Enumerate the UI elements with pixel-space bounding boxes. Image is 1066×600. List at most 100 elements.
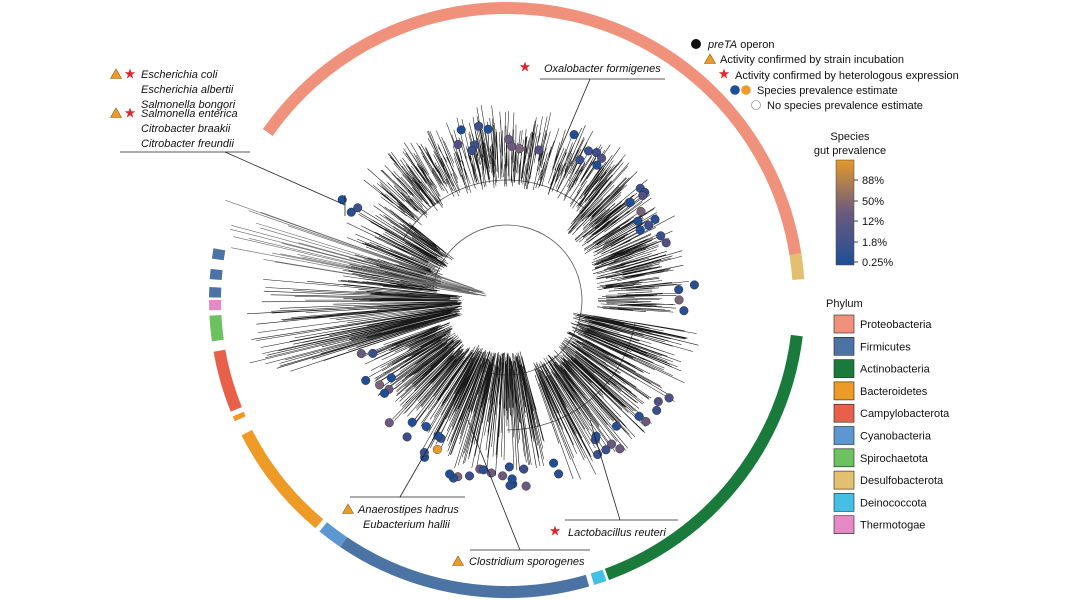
- prevalence-dot: [445, 469, 455, 479]
- phylum-label: Proteobacteria: [860, 319, 932, 331]
- prevalence-dot: [456, 125, 466, 135]
- phylum-label: Desulfobacterota: [860, 475, 944, 487]
- heterologous-expression-icon: [519, 61, 531, 72]
- prevalence-dot: [679, 306, 689, 316]
- lactobacillus-callout: Lactobacillus reuteri: [549, 525, 666, 539]
- phylum-ring-segment: [232, 411, 246, 422]
- enterics-callout: Escherichia coli Escherichia albertii Sa…: [110, 68, 238, 150]
- colorbar-tick: 50%: [862, 196, 884, 208]
- prevalence-dot: [402, 432, 412, 442]
- prevalence-dot: [504, 134, 514, 144]
- strain-incubation-icon: [452, 555, 464, 566]
- prevalence-dot: [554, 469, 564, 479]
- prevalence-dot: [483, 124, 493, 134]
- phylum-label: Campylobacterota: [860, 408, 950, 420]
- species-label: Escherichia albertii: [141, 84, 234, 96]
- prevalence-dot: [421, 422, 431, 432]
- colorbar-tick: 88%: [862, 175, 884, 187]
- colorbar-gradient: [835, 159, 855, 266]
- prevalence-dot: [636, 206, 646, 216]
- oxalobacter-callout: Oxalobacter formigenes: [519, 61, 661, 75]
- prevalence-dot: [407, 417, 417, 427]
- prevalence-dot: [507, 141, 517, 151]
- prevalence-dot: [467, 145, 477, 155]
- colorbar-title-line2: gut prevalence: [814, 145, 886, 157]
- prevalence-dot: [638, 190, 648, 200]
- prevalence-colorbar: Species gut prevalence 88% 50% 12% 1.8% …: [814, 131, 893, 269]
- prevalence-dot: [368, 348, 378, 358]
- prevalence-dot: [504, 462, 514, 472]
- phylum-label: Cyanobacteria: [860, 431, 932, 443]
- strain-incubation-icon: [110, 68, 122, 79]
- prevalence-dot: [689, 280, 699, 290]
- phylum-swatch: [833, 381, 855, 401]
- prevalence-dot: [592, 160, 602, 170]
- prevalence-dot: [625, 197, 635, 207]
- phylum-legend-title: Phylum: [826, 298, 863, 310]
- phylum-swatch: [833, 403, 855, 423]
- phylum-ring-segment: [590, 569, 607, 585]
- prevalence-dot: [361, 375, 371, 385]
- prevalence-high-icon: [741, 85, 751, 95]
- phylum-label: Firmicutes: [860, 341, 911, 353]
- prevalence-dot: [661, 238, 671, 248]
- phylum-ring-segment: [262, 1, 802, 256]
- prevalence-dot: [575, 155, 585, 165]
- prevalence-dot: [356, 349, 366, 359]
- legend-operon-label: preTA operon: [707, 39, 774, 51]
- preta-operon-icon: [691, 39, 701, 49]
- prevalence-dot: [453, 139, 463, 149]
- prevalence-dot: [674, 295, 684, 305]
- prevalence-dot: [519, 464, 529, 474]
- phylum-ring-segment: [604, 334, 803, 581]
- prevalence-dot: [635, 225, 645, 235]
- phylum-swatch: [833, 336, 855, 356]
- phylum-label: Deinococcota: [860, 497, 928, 509]
- phylum-ring-segment: [209, 314, 224, 342]
- species-label: Salmonella enterica: [141, 108, 238, 120]
- prevalence-dot: [498, 471, 508, 481]
- prevalence-dot: [380, 388, 390, 398]
- prevalence-dot: [650, 214, 660, 224]
- prevalence-dot: [384, 418, 394, 428]
- prevalence-dots: [337, 121, 699, 491]
- phylum-swatch: [833, 493, 855, 512]
- phylum-ring-segment: [209, 268, 223, 281]
- prevalence-dot: [474, 121, 484, 131]
- prevalence-dot: [664, 393, 674, 403]
- species-label: Clostridium sporogenes: [469, 556, 585, 568]
- colorbar-tick: 1.8%: [862, 237, 887, 249]
- prevalence-dot: [432, 445, 442, 455]
- strain-incubation-icon: [110, 107, 122, 118]
- prevalence-dot: [633, 216, 643, 226]
- prevalence-dot: [612, 421, 622, 431]
- prevalence-dot: [534, 145, 544, 155]
- phylum-swatch: [833, 359, 855, 378]
- heterologous-expression-icon: [718, 68, 730, 79]
- phylum-label: Thermotogae: [860, 520, 925, 532]
- no-prevalence-icon: [751, 100, 761, 110]
- species-label: Citrobacter freundii: [141, 138, 234, 150]
- marker-legend: preTA operon Activity confirmed by strai…: [691, 39, 959, 112]
- prevalence-dot: [607, 439, 617, 449]
- phylum-legend: Phylum Proteobacteria Firmicutes Actinobac…: [826, 298, 950, 535]
- prevalence-dot: [353, 203, 363, 213]
- prevalence-dot: [569, 130, 579, 140]
- species-label: Anaerostipes hadrus: [357, 504, 459, 516]
- heterologous-expression-icon: [549, 525, 561, 536]
- prevalence-dot: [386, 373, 396, 383]
- legend-no-prevalence-label: No species prevalence estimate: [767, 100, 923, 112]
- prevalence-dot: [584, 146, 594, 156]
- phylum-label: Spirochaetota: [860, 453, 929, 465]
- phylum-ring: [209, 1, 805, 599]
- callout-lines: [120, 78, 678, 551]
- prevalence-dot: [601, 445, 611, 455]
- prevalence-dot: [615, 444, 625, 454]
- species-label: Lactobacillus reuteri: [568, 527, 666, 539]
- legend-strain-label: Activity confirmed by strain incubation: [720, 54, 904, 66]
- prevalence-dot: [674, 285, 684, 295]
- phylum-swatch: [833, 426, 855, 445]
- phylum-swatch: [833, 314, 855, 334]
- prevalence-dot: [653, 397, 663, 407]
